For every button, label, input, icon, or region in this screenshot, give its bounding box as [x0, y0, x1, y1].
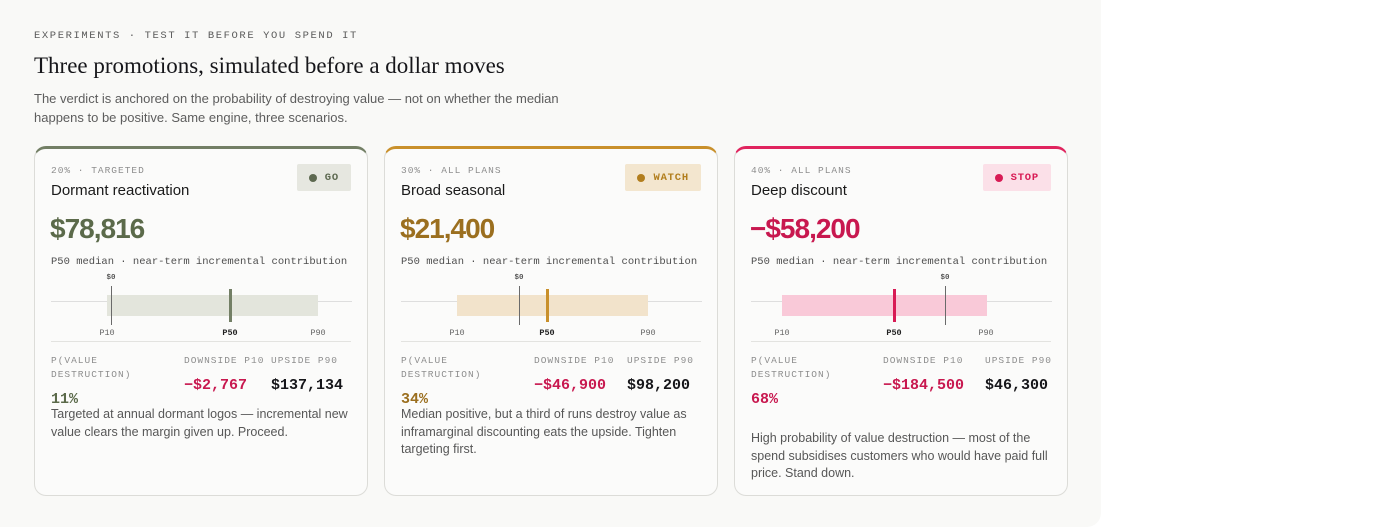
stat-label: UPSIDE P90: [627, 355, 695, 366]
verdict-badge: GO: [296, 164, 351, 191]
outcome-range: $0 P10 P50 P90: [401, 271, 702, 338]
range-band-p10-p90: [457, 295, 648, 316]
stat-value: −$184,500: [883, 377, 965, 394]
card-meta: 20% · TARGETED: [51, 165, 145, 176]
verdict-label: WATCH: [653, 171, 689, 184]
stat-label: P(VALUE DESTRUCTION): [51, 355, 132, 380]
card-meta: 40% · ALL PLANS: [751, 165, 852, 176]
stat-value: −$2,767: [184, 377, 248, 394]
card-title: Deep discount: [751, 182, 847, 199]
median-caption: P50 median · near-term incremental contr…: [751, 256, 1048, 268]
zero-label: $0: [106, 274, 116, 282]
stat-downside-p10: DOWNSIDE P10 −$184,500: [883, 354, 975, 396]
card-description: Median positive, but a third of runs des…: [401, 407, 687, 456]
stat-label: UPSIDE P90: [985, 355, 1053, 366]
median-value: $21,400: [400, 213, 495, 244]
zero-label: $0: [940, 274, 950, 282]
scenario-card-deep-discount[interactable]: 40% · ALL PLANS Deep discount STOP −$58,…: [734, 146, 1068, 496]
zero-label: $0: [514, 274, 524, 282]
card-meta: 30% · ALL PLANS: [401, 165, 502, 176]
p90-label: P90: [310, 328, 326, 338]
stat-label: P(VALUE DESTRUCTION): [751, 355, 832, 380]
experiments-panel: EXPERIMENTS · TEST IT BEFORE YOU SPEND I…: [34, 30, 1068, 496]
median-marker: [546, 289, 549, 322]
stat-label: DOWNSIDE P10: [534, 355, 615, 366]
divider: [401, 341, 701, 342]
zero-line: [519, 286, 520, 325]
outcome-range: $0 P10 P50 P90: [51, 271, 352, 338]
p90-label: P90: [978, 328, 994, 338]
verdict-badge: STOP: [982, 164, 1051, 191]
stat-value: 34%: [401, 391, 429, 408]
p90-label: P90: [640, 328, 656, 338]
stat-label: DOWNSIDE P10: [883, 355, 964, 366]
range-band-p10-p90: [107, 295, 318, 316]
status-dot-icon: [637, 173, 646, 182]
stat-upside-p90: UPSIDE P90 $46,300: [985, 354, 1052, 396]
stat-value: 11%: [51, 391, 79, 408]
stat-value: −$46,900: [534, 377, 607, 394]
divider: [51, 341, 351, 342]
p10-label: P10: [449, 328, 465, 338]
status-dot-icon: [308, 173, 317, 182]
p10-label: P10: [774, 328, 790, 338]
stat-value-destruction: P(VALUE DESTRUCTION) 11%: [51, 354, 181, 410]
stat-value: $46,300: [985, 377, 1049, 394]
stat-upside-p90: UPSIDE P90 $98,200: [627, 354, 694, 396]
stat-value: 68%: [751, 391, 779, 408]
card-description: Targeted at annual dormant logos — incre…: [51, 407, 348, 439]
stat-value-destruction: P(VALUE DESTRUCTION) 68%: [751, 354, 861, 410]
median-value: $78,816: [50, 213, 145, 244]
stat-value: $137,134: [271, 377, 344, 394]
p50-label: P50: [539, 328, 555, 338]
verdict-label: GO: [324, 171, 339, 184]
median-caption: P50 median · near-term incremental contr…: [401, 256, 698, 268]
scenario-card-broad-seasonal[interactable]: 30% · ALL PLANS Broad seasonal WATCH $21…: [384, 146, 718, 496]
verdict-badge: WATCH: [625, 164, 701, 191]
status-dot-icon: [994, 173, 1003, 182]
p10-label: P10: [99, 328, 115, 338]
stat-value-destruction: P(VALUE DESTRUCTION) 34%: [401, 354, 531, 410]
page-subtitle: The verdict is anchored on the probabili…: [34, 91, 559, 125]
range-band-p10-p90: [782, 295, 987, 316]
median-marker: [229, 289, 232, 322]
verdict-label: STOP: [1010, 171, 1039, 184]
page-title: Three promotions, simulated before a dol…: [34, 53, 505, 78]
card-description: High probability of value destruction — …: [751, 431, 1048, 480]
divider: [751, 341, 1051, 342]
outcome-range: $0 P10 P50 P90: [751, 271, 1052, 338]
card-title: Broad seasonal: [401, 182, 506, 199]
stat-label: P(VALUE DESTRUCTION): [401, 355, 482, 380]
stat-upside-p90: UPSIDE P90 $137,134: [271, 354, 343, 396]
median-value: −$58,200: [750, 213, 861, 244]
zero-line: [111, 286, 112, 325]
section-eyebrow: EXPERIMENTS · TEST IT BEFORE YOU SPEND I…: [34, 30, 358, 42]
stat-label: UPSIDE P90: [271, 355, 339, 366]
stat-downside-p10: DOWNSIDE P10 −$2,767: [184, 354, 264, 396]
scenario-card-dormant-reactivation[interactable]: 20% · TARGETED Dormant reactivation GO $…: [34, 146, 368, 496]
p50-label: P50: [222, 328, 238, 338]
median-caption: P50 median · near-term incremental contr…: [51, 256, 348, 268]
median-marker: [893, 289, 896, 322]
stat-value: $98,200: [627, 377, 691, 394]
p50-label: P50: [886, 328, 902, 338]
stat-label: DOWNSIDE P10: [184, 355, 265, 366]
zero-line: [945, 286, 946, 325]
stat-downside-p10: DOWNSIDE P10 −$46,900: [534, 354, 614, 396]
card-title: Dormant reactivation: [51, 182, 190, 199]
